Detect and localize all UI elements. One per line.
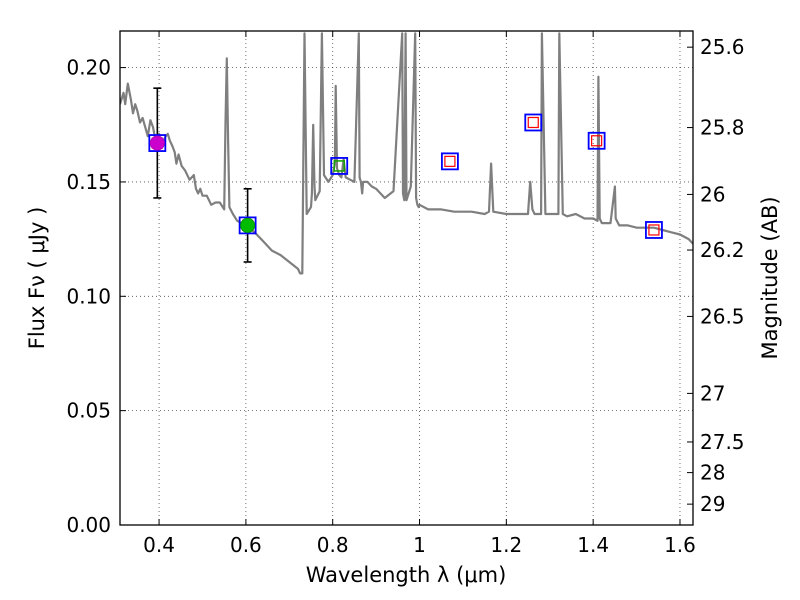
model-photometry-box — [645, 221, 663, 239]
mag-tick-label: 26.2 — [700, 238, 745, 262]
mag-tick-label: 27.5 — [700, 430, 745, 454]
model-photometry-inner-box — [444, 155, 456, 167]
observed-point — [240, 217, 256, 233]
y-tick-label: 0.05 — [66, 399, 111, 423]
x-axis-label: Wavelength λ (μm) — [306, 563, 507, 587]
x-tick-label: 1.6 — [664, 533, 696, 557]
model-photometry-box — [441, 152, 459, 171]
x-tick-label: 1.2 — [490, 533, 522, 557]
model-photometry-box — [330, 157, 349, 175]
y-tick-label: 0.20 — [66, 56, 111, 80]
x-tick-label: 0.4 — [143, 533, 175, 557]
sed-model-line — [120, 32, 693, 275]
y-tick-label: 0.00 — [66, 513, 111, 537]
model-photometry-box — [148, 134, 167, 152]
y-tick-label: 0.15 — [66, 170, 111, 194]
plot-frame — [119, 30, 694, 526]
mag-tick-label: 26 — [700, 182, 725, 206]
y-axis-label: Flux Fν ( μJy ) — [25, 207, 49, 350]
model-photometry-inner-box — [527, 116, 539, 129]
mag-tick-label: 25.8 — [700, 116, 745, 140]
x-tick-label: 0.8 — [317, 533, 349, 557]
x-tick-label: 0.6 — [230, 533, 262, 557]
x-tick-label: 1 — [413, 533, 426, 557]
y-tick-label: 0.10 — [66, 284, 111, 308]
model-photometry-inner-box — [648, 224, 660, 236]
ticks-layer: 0.4 0.6 0.8 1 1.2 1.4 1.6 0.00 0.05 0.10 0.15 0.20 2… — [66, 31, 745, 557]
model-photometry-inner-box — [591, 135, 603, 147]
model-photometry-box — [238, 216, 257, 235]
data-layer — [120, 32, 693, 275]
observed-point — [149, 135, 165, 151]
mag-tick-label: 27 — [700, 381, 725, 405]
mag-tick-label: 26.5 — [700, 304, 745, 328]
mag-tick-label: 25.6 — [700, 35, 745, 59]
magnitude-axis-label: Magnitude (AB) — [758, 196, 782, 359]
model-photometry-box — [587, 131, 606, 150]
marker-layer — [148, 87, 663, 263]
observed-point — [333, 160, 345, 172]
x-tick-label: 1.4 — [577, 533, 609, 557]
mag-tick-label: 29 — [700, 492, 725, 516]
mag-tick-label: 28 — [700, 461, 725, 485]
model-photometry-box — [524, 113, 543, 132]
